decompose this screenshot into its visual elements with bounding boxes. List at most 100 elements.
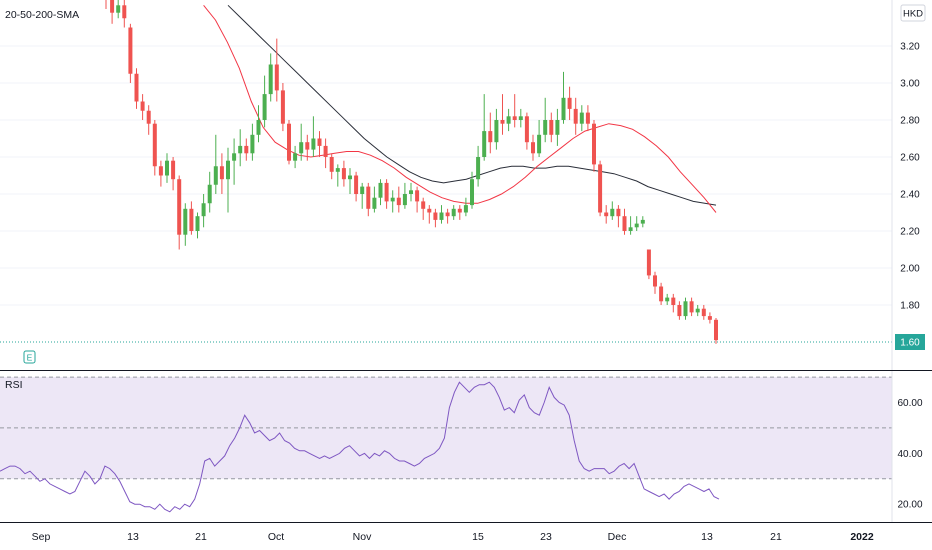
candle-body xyxy=(146,110,151,124)
time-axis-labels: Sep 13 21 Oct Nov 15 23 Dec 13 21 2022 xyxy=(32,531,874,543)
candle-body xyxy=(561,97,566,120)
candle xyxy=(494,108,499,150)
candle-body xyxy=(714,319,718,341)
time-tick-label: 2022 xyxy=(850,531,874,543)
candle-body xyxy=(122,5,127,19)
candle xyxy=(555,108,560,146)
candle-body xyxy=(213,166,218,185)
candle xyxy=(201,194,206,228)
candle-body xyxy=(585,112,590,124)
candle xyxy=(439,205,444,224)
candle xyxy=(341,160,346,187)
time-axis[interactable]: Sep 13 21 Oct Nov 15 23 Dec 13 21 2022 xyxy=(0,522,932,544)
candle-body xyxy=(433,212,438,220)
price-grid xyxy=(0,45,892,306)
candle-body xyxy=(470,179,474,206)
candle xyxy=(268,53,273,102)
candle-body xyxy=(110,0,115,13)
candle xyxy=(372,186,377,213)
time-tick-label: Nov xyxy=(353,531,372,543)
candle-body xyxy=(451,208,456,217)
candle-body xyxy=(409,190,413,194)
candle-body xyxy=(299,142,304,154)
rsi-label: RSI xyxy=(5,379,23,391)
candle xyxy=(256,105,261,143)
candle-body xyxy=(622,216,627,231)
candle xyxy=(592,120,596,172)
candle-body xyxy=(226,160,230,180)
candle xyxy=(646,249,651,280)
candle xyxy=(640,216,645,228)
candle xyxy=(390,190,395,213)
candle xyxy=(146,105,151,135)
candle xyxy=(329,153,334,180)
candle-body xyxy=(677,305,682,317)
sma20-layer xyxy=(203,4,717,213)
time-tick-label: Dec xyxy=(608,531,627,543)
candle-body xyxy=(250,134,255,154)
candle xyxy=(140,94,145,120)
candle-body xyxy=(317,138,322,146)
candle-body xyxy=(280,90,285,124)
candle-body xyxy=(482,131,487,157)
candle-body xyxy=(683,301,688,317)
time-tick-label: 13 xyxy=(127,531,139,543)
candle xyxy=(531,134,535,161)
earnings-marker[interactable]: E xyxy=(23,350,36,364)
candle xyxy=(695,305,700,317)
candle xyxy=(616,205,621,228)
time-tick-label: 23 xyxy=(540,531,552,543)
candle xyxy=(567,86,572,120)
candle-body xyxy=(707,316,712,320)
candle xyxy=(707,312,712,324)
candle-body xyxy=(348,175,352,180)
candle xyxy=(335,164,340,187)
rsi-tick-label: 40.00 xyxy=(897,449,922,460)
candle-body xyxy=(695,308,700,313)
candle-body xyxy=(665,297,670,302)
time-tick-label: 15 xyxy=(472,531,484,543)
candle-body xyxy=(158,166,163,176)
candle xyxy=(195,212,200,239)
candle xyxy=(634,216,639,231)
candle-body xyxy=(506,116,511,124)
candle-body xyxy=(512,116,517,120)
candle xyxy=(207,171,212,213)
candle xyxy=(378,179,383,206)
candle-body xyxy=(256,120,261,135)
candle-body xyxy=(421,201,426,209)
currency-badge[interactable]: HKD xyxy=(900,4,926,22)
candle-body xyxy=(616,208,621,217)
candle-body xyxy=(378,182,383,198)
candle-body xyxy=(195,216,200,231)
candle xyxy=(171,157,176,191)
rsi-guides xyxy=(0,376,892,480)
last-price-badge: 1.60 xyxy=(895,334,925,350)
candle xyxy=(628,216,633,235)
candle xyxy=(232,138,237,185)
candle xyxy=(360,182,365,209)
candle xyxy=(610,201,615,220)
price-tick-label: 2.80 xyxy=(900,116,920,127)
price-tick-label: 1.80 xyxy=(900,301,920,312)
rsi-tick-label: 20.00 xyxy=(897,500,922,511)
candle xyxy=(579,105,584,132)
earnings-marker-label: E xyxy=(27,353,33,363)
candle-body xyxy=(360,186,365,194)
candle xyxy=(543,97,548,143)
price-axis[interactable]: 3.20 3.00 2.80 2.60 2.40 2.20 2.00 1.80 HKD 1.6… xyxy=(891,0,926,370)
candle-body xyxy=(152,123,157,167)
candle-body xyxy=(323,145,328,157)
candle-body xyxy=(640,219,645,224)
candle xyxy=(463,197,468,217)
candle xyxy=(384,179,389,209)
candle xyxy=(280,83,285,132)
candle-body xyxy=(128,27,133,74)
candle xyxy=(598,160,603,217)
candle-body xyxy=(427,208,432,213)
candle-body xyxy=(524,116,529,143)
candle-body xyxy=(238,145,243,154)
candle-body xyxy=(543,120,548,135)
candle xyxy=(622,208,627,235)
candle xyxy=(177,175,182,250)
